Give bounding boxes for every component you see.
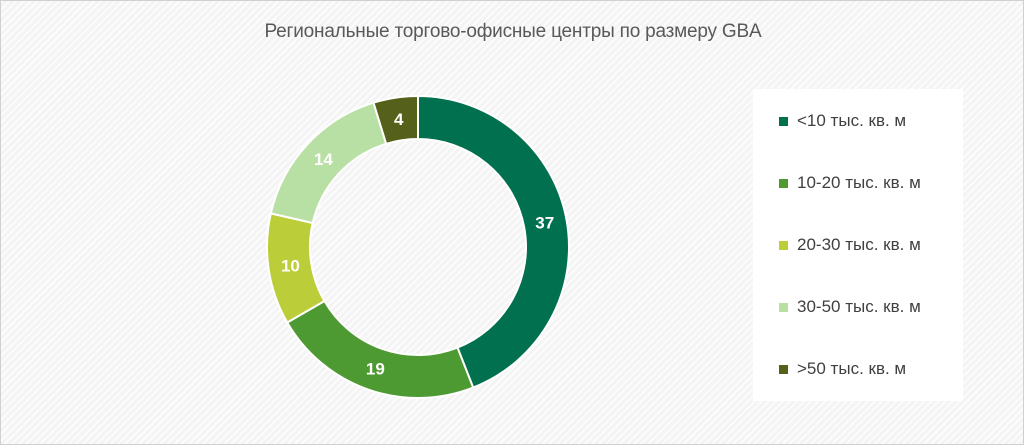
legend-swatch	[779, 364, 788, 374]
data-label-5: 4	[394, 110, 404, 129]
data-label-3: 10	[281, 257, 300, 276]
data-label-1: 37	[535, 214, 554, 233]
legend-label: 30-50 тыс. кв. м	[797, 297, 921, 316]
donut-slice-2	[285, 299, 475, 399]
legend-item-3: 20-30 тыс. кв. м	[779, 235, 921, 255]
legend-label: >50 тыс. кв. м	[797, 359, 907, 378]
legend-swatch	[779, 302, 788, 312]
legend-label: 10-20 тыс. кв. м	[797, 173, 921, 192]
chart-title: Региональные торгово-офисные центры по р…	[264, 21, 762, 42]
legend-item-1: <10 тыс. кв. м	[779, 111, 906, 131]
data-label-4: 14	[314, 150, 333, 169]
legend-swatch	[779, 178, 788, 188]
legend-label: 20-30 тыс. кв. м	[797, 235, 921, 254]
donut-slice-5	[372, 94, 419, 146]
legend-item-5: >50 тыс. кв. м	[779, 359, 906, 379]
data-label-2: 19	[366, 359, 385, 378]
legend-item-4: 30-50 тыс. кв. м	[779, 297, 921, 317]
legend-label: <10 тыс. кв. м	[797, 111, 907, 130]
legend-item-2: 10-20 тыс. кв. м	[779, 173, 921, 193]
chart-legend: <10 тыс. кв. м 10-20 тыс. кв. м 20-30 тыс.…	[753, 89, 963, 401]
legend-swatch	[779, 116, 788, 126]
legend-swatch	[779, 240, 788, 250]
donut-slice-1	[417, 94, 570, 389]
